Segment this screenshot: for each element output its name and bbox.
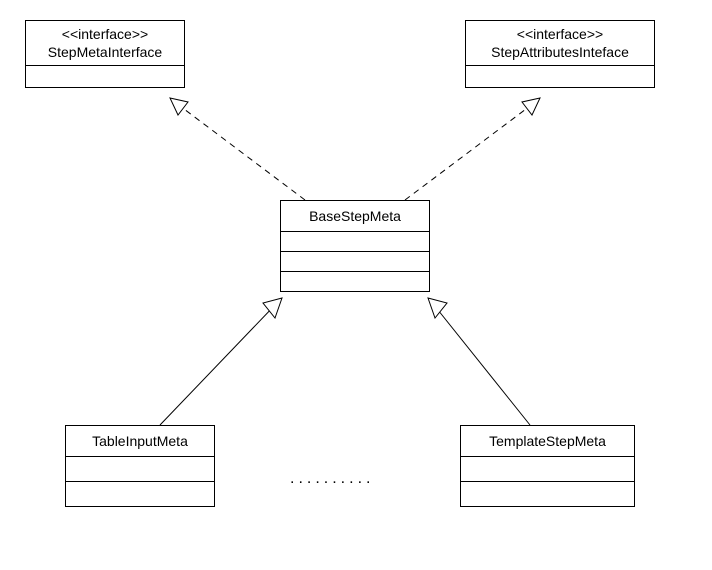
class-header: TableInputMeta (66, 426, 214, 456)
empty-compartment (461, 481, 634, 506)
class-name: TemplateStepMeta (467, 432, 628, 450)
class-table-input-meta: TableInputMeta (65, 425, 215, 507)
class-template-step-meta: TemplateStepMeta (460, 425, 635, 507)
uml-diagram: <<interface>> StepMetaInterface <<interf… (0, 0, 712, 570)
class-step-meta-interface: <<interface>> StepMetaInterface (25, 20, 185, 88)
ellipsis: .......... (290, 470, 374, 488)
class-name: TableInputMeta (72, 432, 208, 450)
empty-compartment (281, 231, 429, 251)
stereotype-label: <<interface>> (472, 25, 648, 43)
class-name: BaseStepMeta (287, 207, 423, 225)
class-base-step-meta: BaseStepMeta (280, 200, 430, 292)
edge-generalization-left (160, 298, 282, 425)
class-name: StepMetaInterface (32, 43, 178, 61)
empty-compartment (26, 65, 184, 87)
empty-compartment (466, 65, 654, 87)
empty-compartment (66, 456, 214, 481)
class-header: <<interface>> StepAttributesInteface (466, 21, 654, 65)
empty-compartment (461, 456, 634, 481)
class-header: <<interface>> StepMetaInterface (26, 21, 184, 65)
empty-compartment (281, 251, 429, 271)
class-header: TemplateStepMeta (461, 426, 634, 456)
edge-realization-right (405, 98, 540, 200)
class-step-attributes-interface: <<interface>> StepAttributesInteface (465, 20, 655, 88)
empty-compartment (281, 271, 429, 291)
edge-realization-left (170, 98, 305, 200)
edge-generalization-right (428, 298, 530, 425)
class-header: BaseStepMeta (281, 201, 429, 231)
class-name: StepAttributesInteface (472, 43, 648, 61)
stereotype-label: <<interface>> (32, 25, 178, 43)
empty-compartment (66, 481, 214, 506)
